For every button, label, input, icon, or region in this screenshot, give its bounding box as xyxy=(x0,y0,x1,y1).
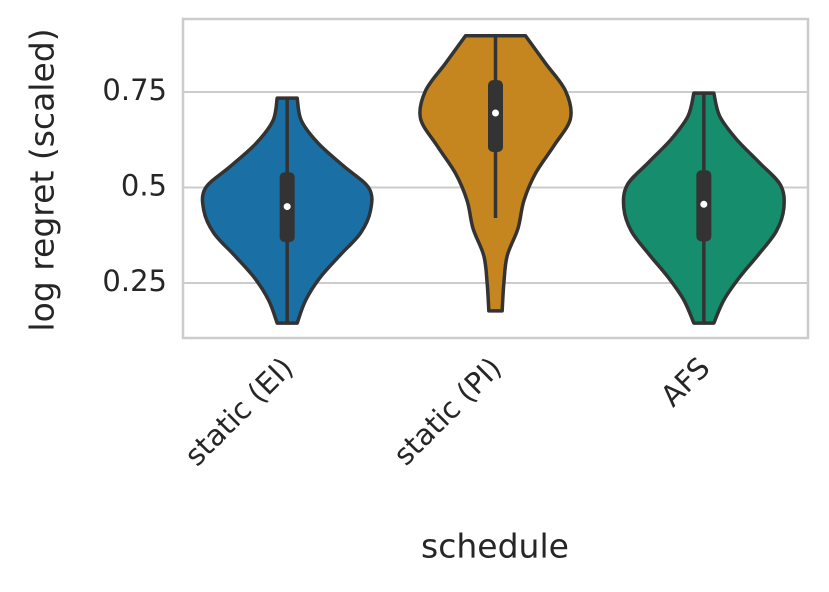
x-axis-label: schedule xyxy=(421,527,569,566)
median-dot xyxy=(700,200,708,208)
median-dot xyxy=(283,203,291,211)
median-dot xyxy=(492,109,499,117)
y-axis-label: log regret (scaled) xyxy=(23,28,62,331)
x-tick-label: static (PI) xyxy=(387,351,508,472)
x-tick-label: AFS xyxy=(654,351,717,414)
plot-frame xyxy=(181,17,810,340)
y-tick-label: 0.75 xyxy=(102,73,167,107)
y-tick-label: 0.5 xyxy=(121,168,167,202)
y-tick-label: 0.25 xyxy=(102,264,167,298)
x-tick-label: static (EI) xyxy=(178,351,300,473)
